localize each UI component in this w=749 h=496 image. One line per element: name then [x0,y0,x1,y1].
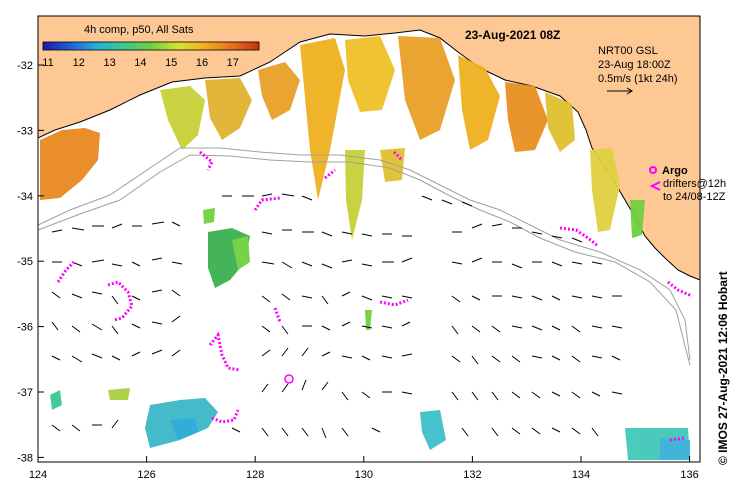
colorbar-tick-label: 13 [103,57,115,69]
lon-tick-label: 134 [572,469,590,481]
lat-tick-label: -38 [17,452,33,464]
argo-drifter-tracks [56,150,693,442]
drifter-legend-icon [649,181,661,191]
lat-tick-label: -35 [17,256,33,268]
lon-tick-label: 124 [29,469,47,481]
lon-tick-label: 126 [137,469,155,481]
lon-tick-label: 128 [246,469,264,481]
colorbar-tick-label: 14 [134,57,146,69]
plot-frame [37,15,701,463]
argo-float-marker [284,374,294,384]
lat-tick-label: -36 [17,322,33,334]
colorbar-title: 4h comp, p50, All Sats [84,24,194,36]
colorbar-tick-label: 17 [227,57,239,69]
colorbar-tick-label: 16 [196,57,208,69]
drifters-label: drifters@12h [663,178,726,190]
colorbar [42,41,260,51]
longitude-axis: 124 126 128 130 132 134 136 [29,456,699,481]
colorbar-gradient [42,41,260,51]
colorbar-ticks: 11 12 13 14 15 16 17 [42,57,239,69]
sst-patches [40,36,690,460]
map-title: 23-Aug-2021 08Z [465,28,560,42]
latitude-axis: -32 -33 -34 -35 -36 -37 -38 [17,60,44,464]
legend-scale-arrow-icon [607,87,633,95]
argo-label: Argo [662,165,688,177]
lon-tick-label: 132 [463,469,481,481]
colorbar-tick-label: 12 [73,57,85,69]
credit-text: © IMOS 27-Aug-2021 12:06 Hobart [716,271,730,465]
lat-tick-label: -37 [17,387,33,399]
bathymetry-contours [37,147,691,366]
lat-tick-label: -32 [17,60,33,72]
legend-model: NRT00 GSL [598,45,658,57]
lat-tick-label: -33 [17,125,33,137]
current-arrows [51,193,623,439]
lat-tick-label: -34 [17,191,33,203]
colorbar-tick-label: 15 [165,57,177,69]
legend-scale: 0.5m/s (1kt 24h) [598,73,677,85]
argo-legend-icon [649,166,657,174]
lon-tick-label: 130 [355,469,373,481]
legend-time: 23-Aug 18:00Z [598,59,671,71]
lon-tick-label: 136 [680,469,698,481]
drifters-period-label: to 24/08-12Z [663,191,726,203]
colorbar-tick-label: 11 [42,57,53,69]
